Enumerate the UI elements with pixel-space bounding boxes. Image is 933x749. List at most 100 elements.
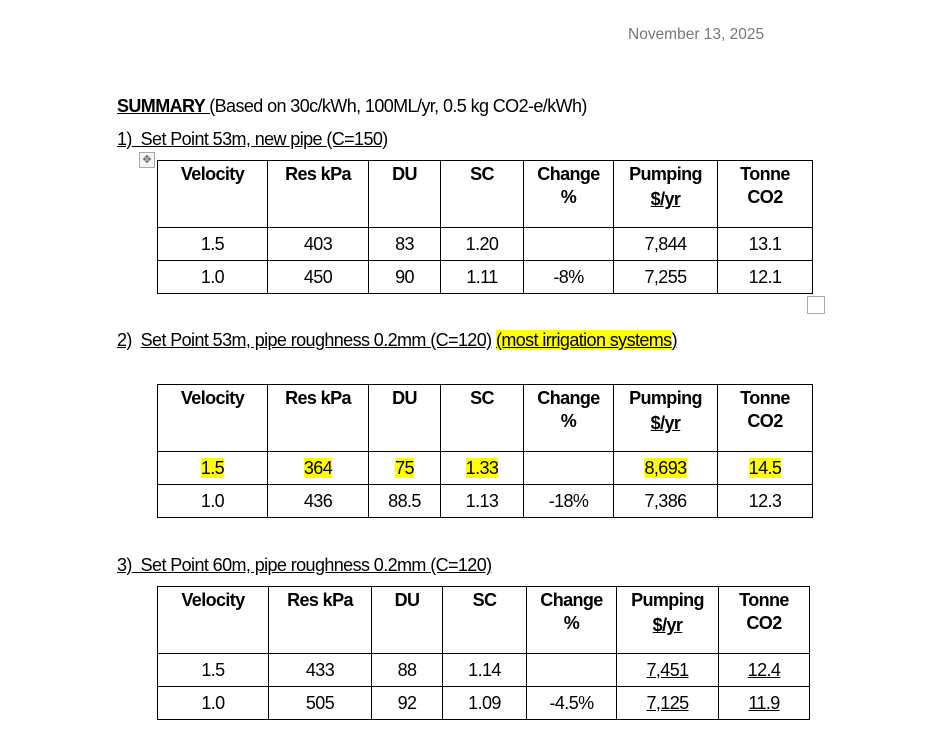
table-cell: 92 <box>371 686 443 720</box>
header-text: Tonne <box>739 590 789 610</box>
table-cell: 450 <box>267 260 369 294</box>
resize-square-icon[interactable] <box>807 296 825 314</box>
table-cell: 7,125 <box>616 686 719 720</box>
cell-value: 1.0 <box>200 266 225 287</box>
header-row: Velocity Res kPa DU SC Change% Pumping $/yr Ton… <box>157 384 813 452</box>
cell-value: 1.5 <box>200 233 225 254</box>
cell-value: 7,844 <box>644 233 687 254</box>
table-cell: 1.13 <box>440 484 524 518</box>
header-text: Velocity <box>180 388 245 408</box>
table-cell: 88.5 <box>368 484 441 518</box>
table-cell: 1.20 <box>440 227 524 261</box>
column-header: Tonne CO2 <box>718 586 810 654</box>
header-row: Velocity Res kPa DU SC Change% Pumping $/yr Ton… <box>157 586 810 654</box>
header-text: Change <box>537 164 600 184</box>
table-cell: 14.5 <box>717 451 813 485</box>
table-cell: 90 <box>368 260 441 294</box>
cell-value: 12.4 <box>747 659 781 680</box>
column-header: SC <box>440 160 524 228</box>
cell-value: 505 <box>305 692 335 713</box>
cell-value: 433 <box>305 659 335 680</box>
table-cell: 436 <box>267 484 369 518</box>
header-text: Change <box>537 388 600 408</box>
summary-table-3: Velocity Res kPa DU SC Change% Pumping $/yr Ton… <box>157 586 810 720</box>
cell-value: 1.5 <box>201 659 225 680</box>
table-cell: 7,255 <box>613 260 718 294</box>
cell-value: 7,451 <box>646 659 689 680</box>
section-3-heading: 3) Set Point 60m, pipe roughness 0.2mm (… <box>117 555 492 575</box>
section-number: 3) <box>117 555 132 575</box>
table-cell: 11.9 <box>718 686 810 720</box>
summary-basis: Based on 30c/kWh, 100ML/yr, 0.5 kg CO2-e… <box>214 96 588 116</box>
cell-value: 1.0 <box>200 490 225 511</box>
table-cell: 1.33 <box>440 451 524 485</box>
column-header: Velocity <box>157 586 269 654</box>
table-cell: 1.5 <box>157 227 268 261</box>
table-cell: 12.4 <box>718 653 810 687</box>
table-cell: 403 <box>267 227 369 261</box>
table-cell: -4.5% <box>526 686 617 720</box>
table-cell: -8% <box>523 260 614 294</box>
header-text: Res kPa <box>287 590 353 610</box>
table-cell: 1.11 <box>440 260 524 294</box>
table-cell: 364 <box>267 451 369 485</box>
table-cell: 7,451 <box>616 653 719 687</box>
cell-value: 88 <box>397 659 417 680</box>
cell-value: 11.9 <box>748 692 780 713</box>
header-subtext: CO2 <box>746 613 782 633</box>
cell-value: 450 <box>303 266 333 287</box>
column-header: Velocity <box>157 160 268 228</box>
cell-value: 364 <box>303 457 333 478</box>
header-text: Pumping <box>629 164 702 184</box>
table-cell: 1.0 <box>157 686 269 720</box>
header-subtext: CO2 <box>747 411 783 431</box>
cell-value: 92 <box>397 692 417 713</box>
column-header: SC <box>442 586 527 654</box>
table-cell <box>523 227 614 261</box>
header-text: DU <box>394 590 420 610</box>
table-cell: 1.09 <box>442 686 527 720</box>
table-cell: 505 <box>268 686 372 720</box>
table-row: 1.0 450 90 1.11 -8% 7,255 12.1 <box>157 260 813 294</box>
column-header: Change% <box>526 586 617 654</box>
cell-value: 1.5 <box>200 457 225 478</box>
column-header: Tonne CO2 <box>717 384 813 452</box>
table-cell: 7,386 <box>613 484 718 518</box>
cell-value: 7,255 <box>644 266 687 287</box>
table-cell: -18% <box>523 484 614 518</box>
header-subtext: % <box>560 187 577 207</box>
cell-value: 88.5 <box>388 490 421 511</box>
table-cell: 13.1 <box>717 227 813 261</box>
header-text: Res kPa <box>285 388 351 408</box>
column-header: SC <box>440 384 524 452</box>
header-row: Velocity Res kPa DU SC Change% Pumping $/yr Ton… <box>157 160 813 228</box>
header-subtext: % <box>560 411 577 431</box>
table-row: 1.0 505 92 1.09 -4.5% 7,125 11.9 <box>157 686 810 720</box>
cell-value: 403 <box>303 233 333 254</box>
header-text: DU <box>392 388 417 408</box>
cell-value: 12.1 <box>748 266 782 287</box>
section-number: 2) <box>117 330 132 350</box>
header-text: Change <box>540 590 603 610</box>
table-cell: 433 <box>268 653 372 687</box>
column-header: Pumping $/yr <box>613 160 718 228</box>
table-cell: 12.1 <box>717 260 813 294</box>
table-cell <box>526 653 617 687</box>
table-cell: 1.0 <box>157 260 268 294</box>
table-cell: 75 <box>368 451 441 485</box>
section-note-close: ) <box>671 330 678 350</box>
summary-heading: SUMMARY (Based on 30c/kWh, 100ML/yr, 0.5… <box>117 96 587 116</box>
cell-value: 8,693 <box>644 457 687 478</box>
table-row: 1.5 403 83 1.20 7,844 13.1 <box>157 227 813 261</box>
header-text: Pumping <box>629 388 702 408</box>
column-header: Change% <box>523 384 614 452</box>
cell-value: 1.14 <box>468 659 501 680</box>
header-text: Res kPa <box>285 164 351 184</box>
header-text: SC <box>472 590 497 610</box>
move-arrows-icon[interactable]: ✥ <box>139 152 155 168</box>
header-subtext: CO2 <box>747 187 783 207</box>
table-cell: 1.0 <box>157 484 268 518</box>
table-cell: 12.3 <box>717 484 813 518</box>
header-text: Velocity <box>180 164 245 184</box>
column-header: Velocity <box>157 384 268 452</box>
